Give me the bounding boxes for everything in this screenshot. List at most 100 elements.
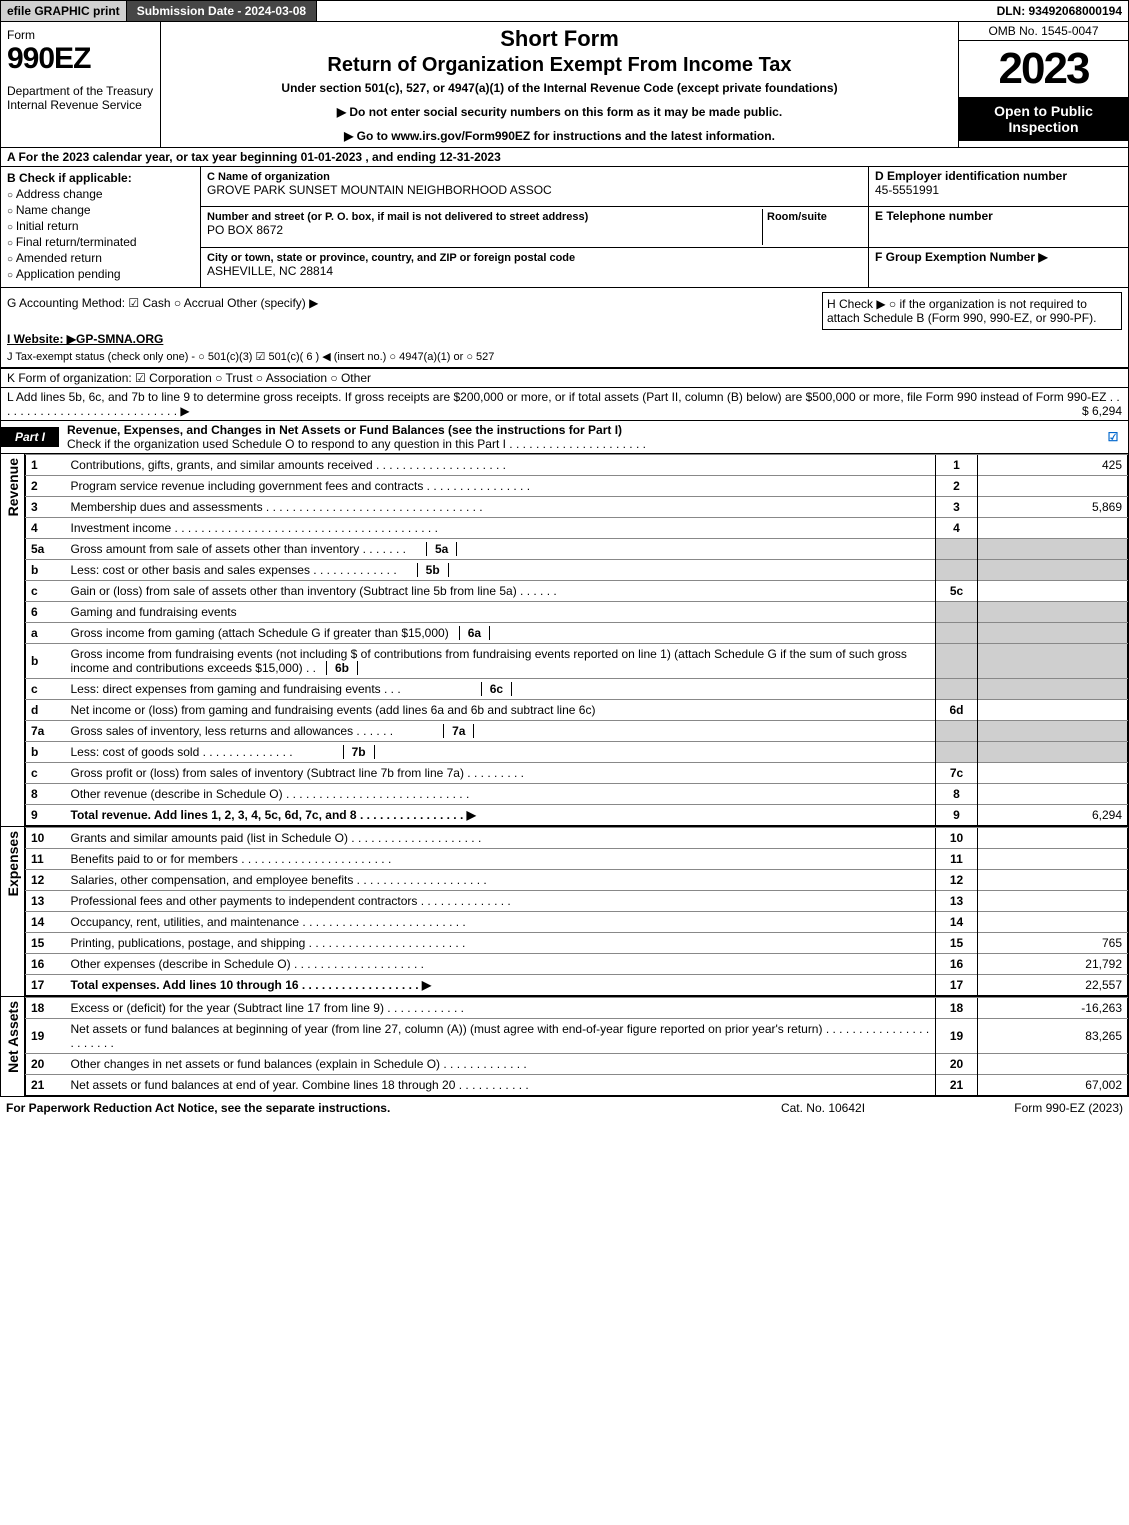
line-15-num: 15 xyxy=(26,933,66,954)
header-right: OMB No. 1545-0047 2023 Open to Public In… xyxy=(958,22,1128,147)
f-group-exemption: F Group Exemption Number ▶ xyxy=(875,250,1048,264)
room-suite-label: Room/suite xyxy=(767,211,827,223)
line-6-num: 6 xyxy=(26,602,66,623)
line-5a-graybox xyxy=(936,539,978,560)
cb-amended-return[interactable]: Amended return xyxy=(7,251,194,265)
org-name: GROVE PARK SUNSET MOUNTAIN NEIGHBORHOOD … xyxy=(207,183,552,197)
open-inspection: Open to Public Inspection xyxy=(959,97,1128,141)
line-8-box: 8 xyxy=(936,784,978,805)
line-6a-graybox xyxy=(936,623,978,644)
line-6d-num: d xyxy=(26,700,66,721)
line-9-box: 9 xyxy=(936,805,978,826)
line-6c-sb: 6c xyxy=(481,682,511,696)
line-5b-graybox xyxy=(936,560,978,581)
section-j[interactable]: J Tax-exempt status (check only one) - ○… xyxy=(7,350,1122,363)
c-city-label: City or town, state or province, country… xyxy=(207,252,575,264)
line-6a-sb: 6a xyxy=(459,626,489,640)
line-21-desc: Net assets or fund balances at end of ye… xyxy=(66,1075,936,1096)
dln: DLN: 93492068000194 xyxy=(991,1,1128,21)
block-gh: H Check ▶ ○ if the organization is not r… xyxy=(0,288,1129,368)
line-19-amt: 83,265 xyxy=(978,1019,1128,1054)
line-7a-num: 7a xyxy=(26,721,66,742)
line-16-amt: 21,792 xyxy=(978,954,1128,975)
section-c: C Name of organization GROVE PARK SUNSET… xyxy=(201,167,868,287)
line-11-num: 11 xyxy=(26,849,66,870)
line-21-box: 21 xyxy=(936,1075,978,1096)
e-phone-label: E Telephone number xyxy=(875,209,993,223)
line-6c-num: c xyxy=(26,679,66,700)
line-7b-sb: 7b xyxy=(343,745,374,759)
section-h[interactable]: H Check ▶ ○ if the organization is not r… xyxy=(822,292,1122,330)
line-16-box: 16 xyxy=(936,954,978,975)
line-17-num: 17 xyxy=(26,975,66,996)
line-16-desc: Other expenses (describe in Schedule O) … xyxy=(66,954,936,975)
section-k[interactable]: K Form of organization: ☑ Corporation ○ … xyxy=(0,368,1129,388)
line-6-desc: Gaming and fundraising events xyxy=(66,602,936,623)
note-website[interactable]: ▶ Go to www.irs.gov/Form990EZ for instru… xyxy=(169,129,950,143)
org-address: PO BOX 8672 xyxy=(207,223,283,237)
line-7a-graybox xyxy=(936,721,978,742)
part1-checkbox[interactable]: ☑ xyxy=(1098,430,1128,444)
c-name-label: C Name of organization xyxy=(207,171,330,183)
line-3-box: 3 xyxy=(936,497,978,518)
cb-address-change[interactable]: Address change xyxy=(7,187,194,201)
line-16-num: 16 xyxy=(26,954,66,975)
line-18-box: 18 xyxy=(936,998,978,1019)
cb-final-return[interactable]: Final return/terminated xyxy=(7,235,194,249)
line-5a-desc: Gross amount from sale of assets other t… xyxy=(71,542,406,556)
omb-number: OMB No. 1545-0047 xyxy=(959,22,1128,41)
line-10-box: 10 xyxy=(936,828,978,849)
cb-initial-return[interactable]: Initial return xyxy=(7,219,194,233)
expenses-section: Expenses 10Grants and similar amounts pa… xyxy=(0,827,1129,997)
part1-sub: Check if the organization used Schedule … xyxy=(67,437,646,451)
line-2-num: 2 xyxy=(26,476,66,497)
line-14-box: 14 xyxy=(936,912,978,933)
line-6a-num: a xyxy=(26,623,66,644)
line-20-amt xyxy=(978,1054,1128,1075)
b-label: B Check if applicable: xyxy=(7,171,194,185)
efile-print[interactable]: efile GRAPHIC print xyxy=(1,1,127,21)
line-12-num: 12 xyxy=(26,870,66,891)
line-8-amt xyxy=(978,784,1128,805)
line-7c-amt xyxy=(978,763,1128,784)
d-ein-label: D Employer identification number xyxy=(875,169,1067,183)
line-7c-num: c xyxy=(26,763,66,784)
line-7b-num: b xyxy=(26,742,66,763)
note-ssn: ▶ Do not enter social security numbers o… xyxy=(169,105,950,119)
footer-catno: Cat. No. 10642I xyxy=(723,1101,923,1115)
line-5b-desc: Less: cost or other basis and sales expe… xyxy=(71,563,397,577)
expenses-table: 10Grants and similar amounts paid (list … xyxy=(25,827,1128,996)
section-def: D Employer identification number 45-5551… xyxy=(868,167,1128,287)
line-6c-grayamt xyxy=(978,679,1128,700)
cb-application-pending[interactable]: Application pending xyxy=(7,267,194,281)
line-8-desc: Other revenue (describe in Schedule O) .… xyxy=(66,784,936,805)
line-7c-box: 7c xyxy=(936,763,978,784)
line-4-num: 4 xyxy=(26,518,66,539)
line-13-num: 13 xyxy=(26,891,66,912)
line-5a-num: 5a xyxy=(26,539,66,560)
section-i[interactable]: I Website: ▶GP-SMNA.ORG xyxy=(7,332,163,346)
line-1-amt: 425 xyxy=(978,455,1128,476)
line-10-desc: Grants and similar amounts paid (list in… xyxy=(66,828,936,849)
line-19-box: 19 xyxy=(936,1019,978,1054)
expenses-vlabel: Expenses xyxy=(1,827,25,996)
line-17-amt: 22,557 xyxy=(978,975,1128,996)
line-18-amt: -16,263 xyxy=(978,998,1128,1019)
line-2-box: 2 xyxy=(936,476,978,497)
netassets-vlabel: Net Assets xyxy=(1,997,25,1096)
submission-date: Submission Date - 2024-03-08 xyxy=(127,1,317,21)
form-label: Form xyxy=(7,28,154,42)
line-10-num: 10 xyxy=(26,828,66,849)
line-6d-desc: Net income or (loss) from gaming and fun… xyxy=(66,700,936,721)
top-bar: efile GRAPHIC print Submission Date - 20… xyxy=(0,0,1129,22)
line-15-desc: Printing, publications, postage, and shi… xyxy=(66,933,936,954)
line-4-amt xyxy=(978,518,1128,539)
line-a: A For the 2023 calendar year, or tax yea… xyxy=(0,148,1129,167)
line-7a-sb: 7a xyxy=(443,724,473,738)
line-7b-grayamt xyxy=(978,742,1128,763)
line-9-amt: 6,294 xyxy=(978,805,1128,826)
cb-name-change[interactable]: Name change xyxy=(7,203,194,217)
line-5b-sb: 5b xyxy=(417,563,448,577)
block-bcd: B Check if applicable: Address change Na… xyxy=(0,167,1129,288)
part1-title: Revenue, Expenses, and Changes in Net As… xyxy=(59,421,1098,453)
